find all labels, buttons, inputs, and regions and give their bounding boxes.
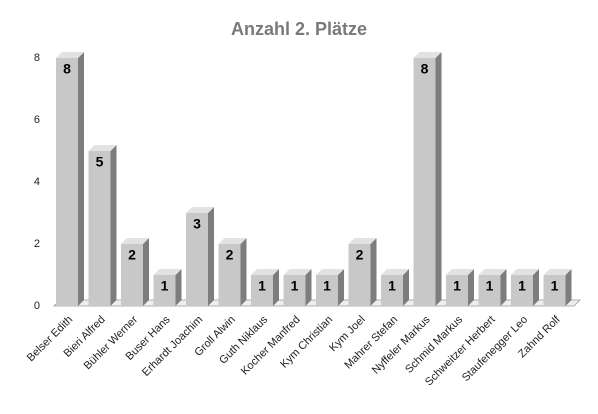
bar-side [435,52,442,306]
value-label: 2 [226,247,234,263]
x-tick-label: Kocher Manfred [239,314,303,378]
bar-side [143,238,149,306]
value-label: 1 [388,278,396,294]
bar [478,275,501,306]
bar [413,58,436,306]
bar-top [348,238,377,244]
bar-side [403,269,409,306]
bar [121,244,143,306]
bar-side [565,269,572,306]
x-tick-label: Nyffeler Markus [370,313,433,376]
bar-top [381,269,409,275]
bar [511,275,533,306]
y-tick-label: 2 [34,238,40,250]
bar-top [186,207,214,213]
x-tick-label: Schmid Markus [403,313,465,375]
chart-title: Anzahl 2. Plätze [231,19,367,39]
bar-top [153,269,182,275]
y-tick-label: 4 [34,176,40,188]
value-label: 1 [258,278,266,294]
value-label: 2 [356,247,364,263]
value-label: 1 [323,278,331,294]
bar-top [251,269,279,275]
value-label: 1 [518,278,526,294]
value-label: 1 [453,278,461,294]
bar [186,213,208,306]
bar-side [208,207,214,306]
bar [283,275,306,306]
bar-top [316,269,344,275]
value-label: 1 [551,278,559,294]
value-label: 5 [96,154,104,170]
bar-top [88,145,117,151]
bar [251,275,273,306]
bar [446,275,468,306]
bar-top [56,52,84,58]
value-label: 1 [161,278,169,294]
bar-top [511,269,539,275]
bar [348,244,371,306]
bar-side [240,238,247,306]
bar-side [78,52,84,306]
bar [218,244,241,306]
bar-top [478,269,507,275]
bar-side [468,269,474,306]
value-label: 8 [421,61,429,77]
y-tick-label: 0 [34,300,40,312]
bar-side [175,269,182,306]
value-label: 1 [291,278,299,294]
bar-side [500,269,507,306]
bar-side [338,269,344,306]
bar [381,275,403,306]
bar-top [413,52,442,58]
bar-top [218,238,247,244]
bar-side [533,269,539,306]
value-label: 2 [128,247,136,263]
bar-top [446,269,474,275]
bar-top [121,238,149,244]
value-label: 3 [193,216,201,232]
y-tick-label: 8 [34,52,40,64]
bar [153,275,176,306]
value-label: 1 [486,278,494,294]
bar-side [273,269,279,306]
bar [56,58,78,306]
bar-top [283,269,312,275]
value-label: 8 [63,61,71,77]
bar-side [305,269,312,306]
bar-side [370,238,377,306]
y-tick-label: 6 [34,114,40,126]
bar [316,275,338,306]
bar [88,151,111,306]
bar-top [543,269,572,275]
bar [543,275,566,306]
bar-side [110,145,117,306]
